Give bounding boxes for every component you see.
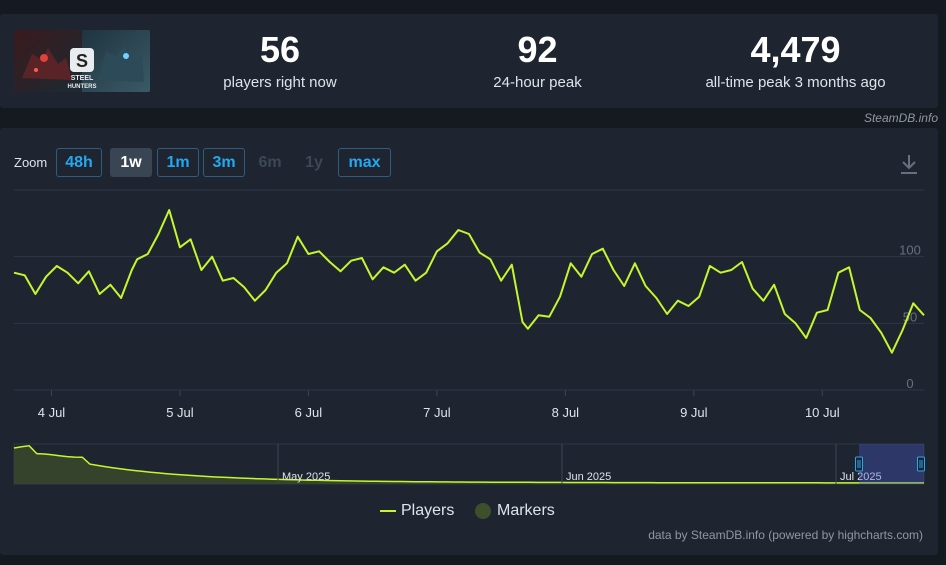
navigator-handle	[855, 456, 863, 472]
svg-text:HUNTERS: HUNTERS	[67, 84, 96, 90]
game-title-logo: STEEL	[71, 75, 94, 82]
x-tick-label: 5 Jul	[166, 405, 194, 420]
zoom-label: Zoom	[14, 155, 48, 170]
zoom-1w-button[interactable]: 1w	[110, 148, 152, 177]
x-tick-label: 4 Jul	[38, 405, 66, 420]
zoom-max-button[interactable]: max	[338, 148, 391, 177]
navigator[interactable]: May 2025 Jun 2025 Jul 2025	[13, 443, 925, 485]
navigator-label: May 2025	[282, 471, 330, 483]
x-axis-ticks: 4 Jul 5 Jul 6 Jul 7 Jul 8 Jul 9 Jul 10 Jul	[38, 390, 840, 420]
current-players-stat: 56 players right now	[210, 29, 350, 92]
x-tick-label: 9 Jul	[680, 405, 708, 420]
current-players-value: 56	[259, 29, 301, 70]
chart-grid	[14, 189, 924, 391]
navigator-line	[13, 445, 924, 484]
peak-24h-label: 24-hour peak	[493, 74, 582, 91]
zoom-48h-button[interactable]: 48h	[56, 148, 102, 177]
alltime-peak-value: 4,479	[750, 29, 841, 70]
legend-markers[interactable]: Markers	[475, 502, 555, 520]
legend-players[interactable]: Players	[380, 502, 454, 520]
x-tick-label: 8 Jul	[552, 405, 580, 420]
zoom-1m-button[interactable]: 1m	[157, 148, 199, 177]
navigator-handle	[917, 456, 925, 472]
navigator-area	[14, 445, 924, 484]
navigator-selection	[859, 444, 924, 484]
stats-bar: S STEEL HUNTERS 56 players right now 92 …	[0, 14, 938, 108]
legend-markers-label: Markers	[497, 502, 555, 519]
alltime-peak-stat: 4,479 all-time peak 3 months ago	[693, 29, 898, 92]
peak-24h-value: 92	[517, 29, 558, 70]
steamdb-attribution[interactable]: SteamDB.info	[863, 111, 938, 125]
x-tick-label: 10 Jul	[805, 405, 840, 420]
navigator-label: Jul 2025	[840, 471, 882, 483]
peak-24h-stat: 92 24-hour peak	[470, 29, 605, 92]
y-tick-label: 0	[906, 376, 913, 391]
zoom-3m-button[interactable]: 3m	[203, 148, 245, 177]
zoom-1y-button: 1y	[294, 148, 334, 177]
legend-players-swatch	[380, 510, 396, 512]
game-cover-image[interactable]: S STEEL HUNTERS	[14, 30, 150, 92]
alltime-peak-label: all-time peak 3 months ago	[705, 74, 886, 91]
download-icon[interactable]	[897, 152, 921, 176]
players-series-line	[13, 209, 925, 354]
highcharts-attribution[interactable]: data by SteamDB.info (powered by highcha…	[648, 528, 923, 542]
x-tick-label: 6 Jul	[295, 405, 323, 420]
current-players-label: players right now	[223, 74, 337, 91]
y-tick-label: 100	[899, 243, 921, 258]
zoom-6m-button: 6m	[249, 148, 291, 177]
x-tick-label: 7 Jul	[423, 405, 451, 420]
legend-markers-swatch	[475, 503, 491, 519]
svg-text:S: S	[76, 51, 88, 71]
chart-panel: Zoom 48h 1w 1m 3m 6m 1y max 0 50 100 4 Jul…	[0, 128, 938, 555]
legend-players-label: Players	[401, 502, 455, 519]
navigator-label: Jun 2025	[566, 471, 611, 483]
